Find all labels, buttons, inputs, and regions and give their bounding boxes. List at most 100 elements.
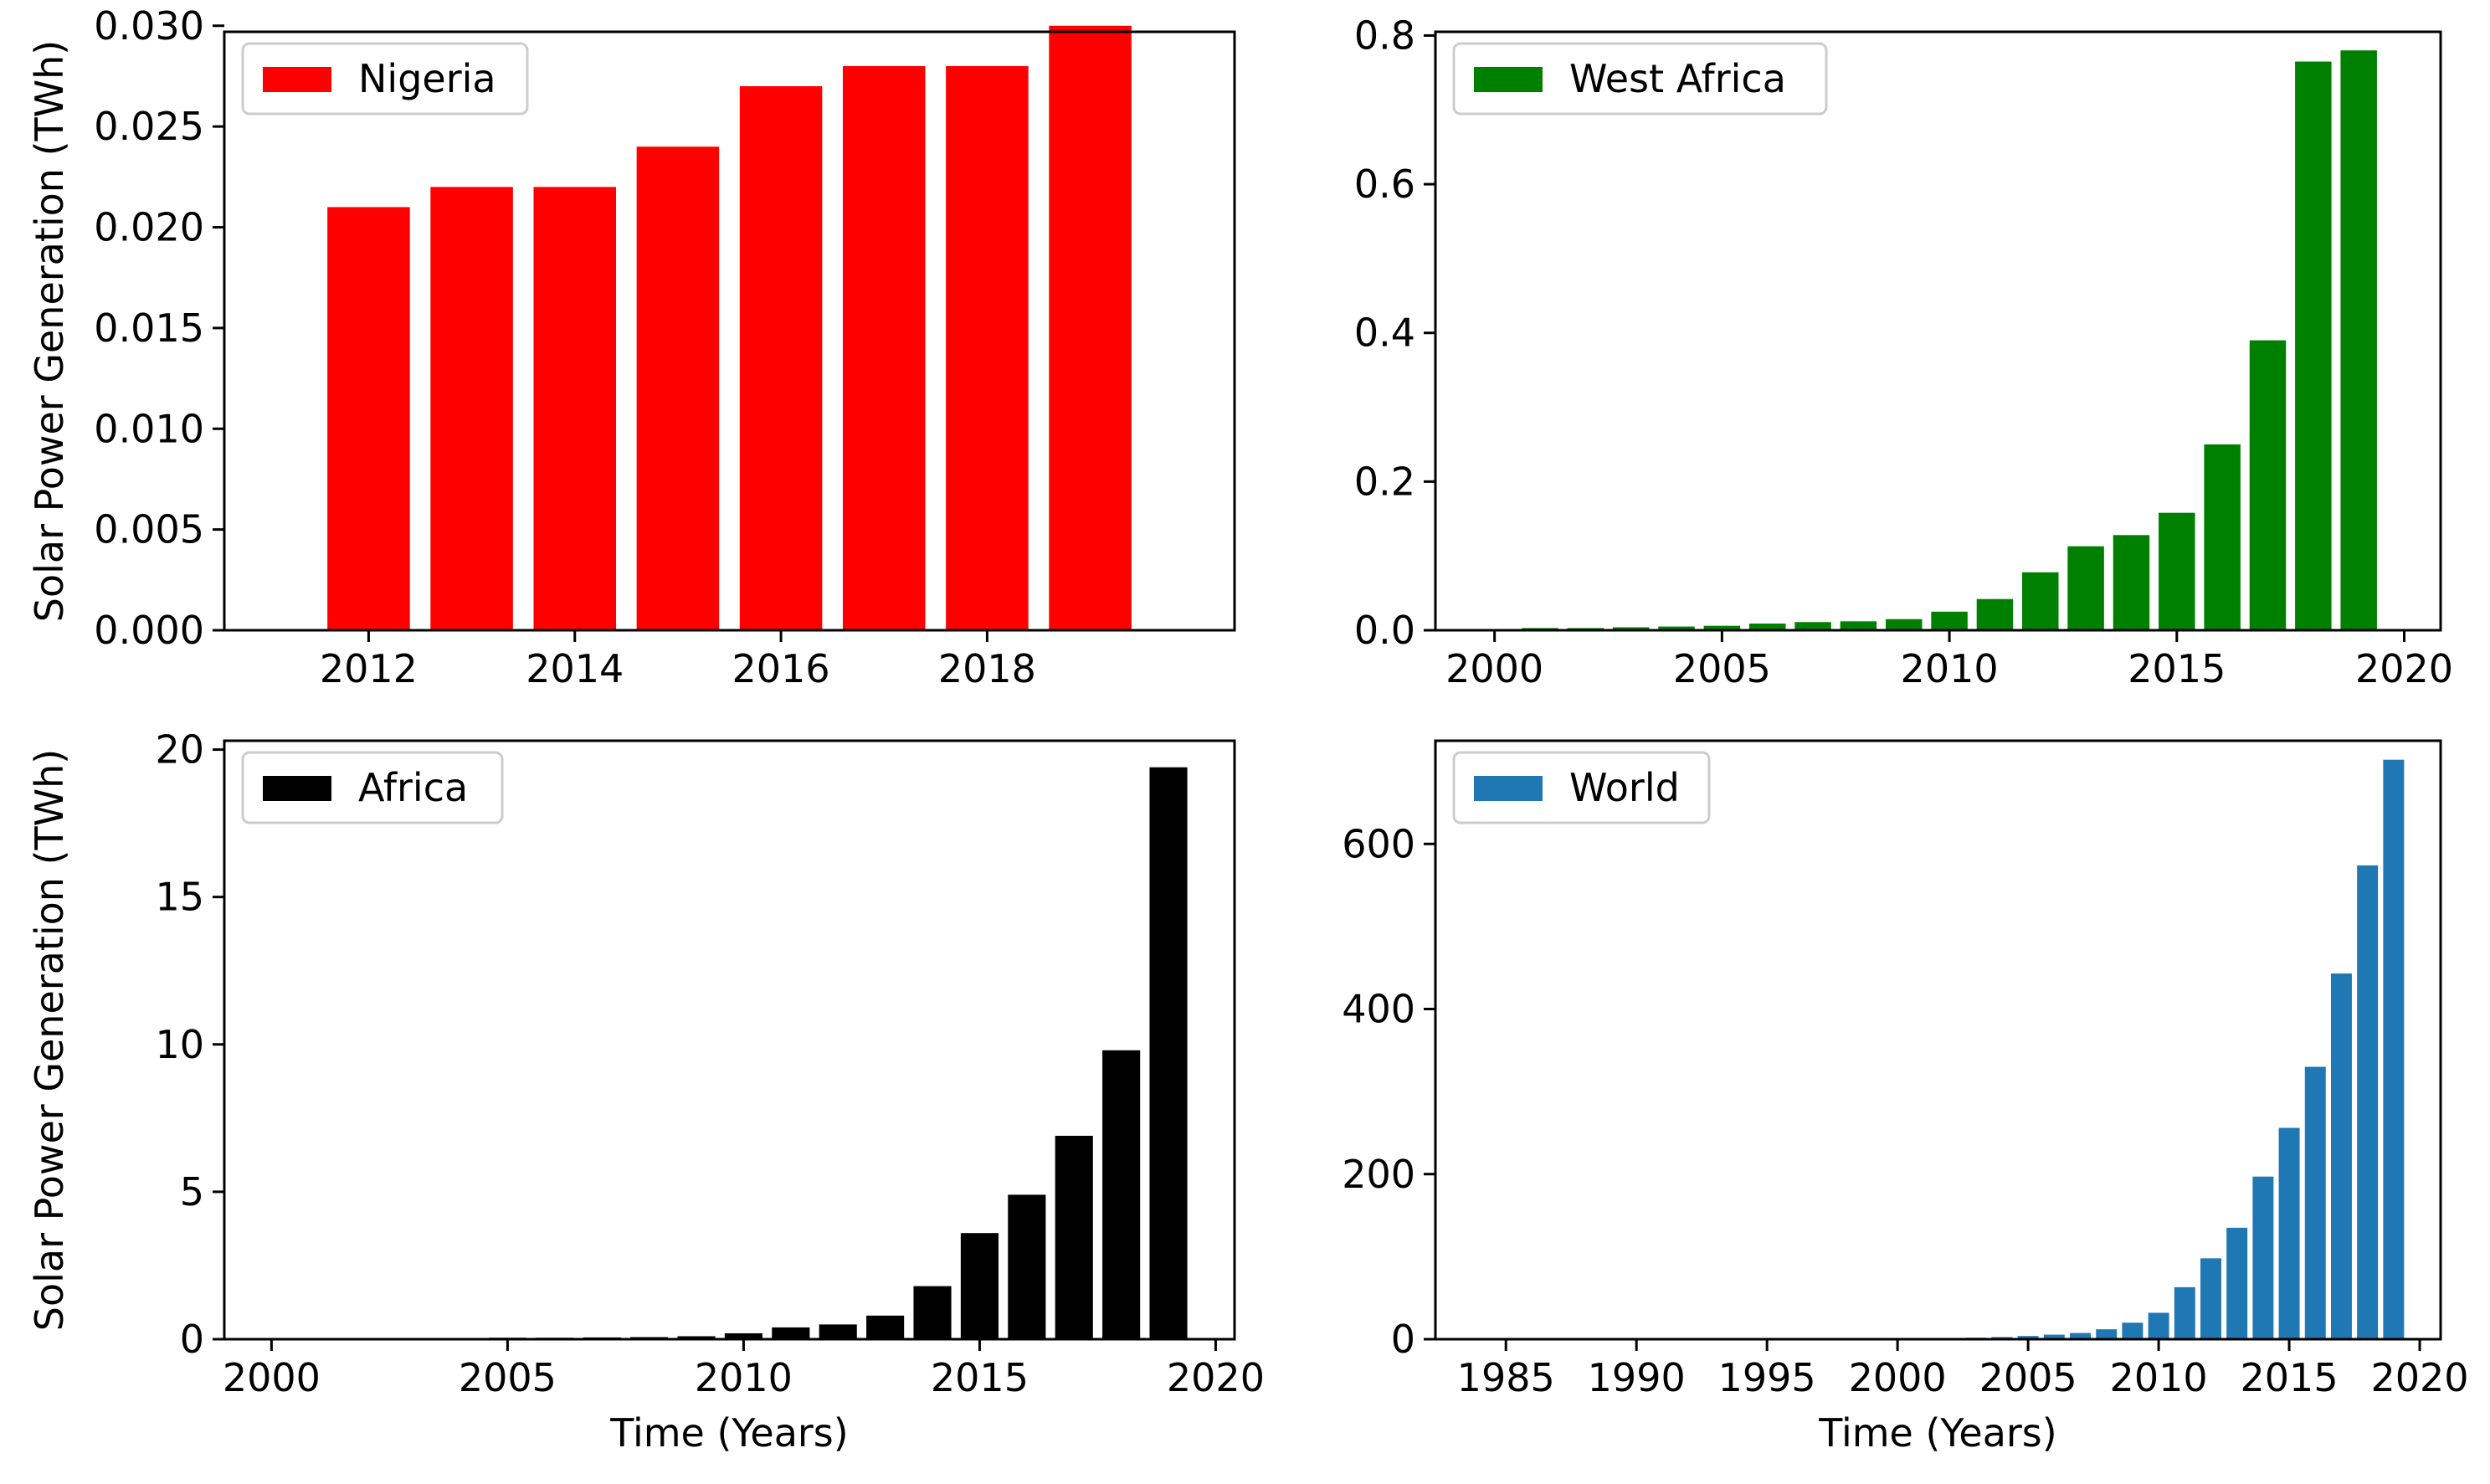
bar-world-2019	[2383, 759, 2405, 1339]
y-tick-label-nigeria-3: 0.015	[94, 306, 204, 351]
x-tick-label-world-2010: 2010	[2110, 1355, 2208, 1400]
bar-west-africa-2018	[2295, 61, 2332, 630]
bar-africa-2018	[1102, 1050, 1141, 1339]
bar-world-2009	[2122, 1322, 2143, 1339]
bar-west-africa-2012	[2022, 572, 2059, 630]
x-tick-label-west-africa-2000: 2000	[1445, 646, 1543, 691]
x-tick-label-africa-2000: 2000	[223, 1355, 321, 1400]
x-axis-label-world: Time (Years)	[1818, 1410, 2056, 1456]
bar-world-2010	[2148, 1312, 2169, 1339]
bar-west-africa-2004	[1658, 626, 1695, 630]
x-tick-label-africa-2015: 2015	[931, 1355, 1029, 1400]
bar-west-africa-2016	[2204, 444, 2241, 630]
y-axis-label-nigeria: Solar Power Generation (TWh)	[27, 40, 72, 622]
x-tick-label-world-1985: 1985	[1457, 1355, 1555, 1400]
x-tick-label-africa-2010: 2010	[695, 1355, 793, 1400]
axes-frame-west-africa	[1434, 30, 2442, 632]
legend-swatch-africa	[263, 776, 331, 801]
x-tick-label-nigeria-2012: 2012	[320, 646, 418, 691]
legend-swatch-world	[1474, 776, 1543, 801]
x-tick-label-world-1990: 1990	[1588, 1355, 1686, 1400]
y-tick-label-world-0: 0	[1391, 1317, 1415, 1362]
x-tick-label-nigeria-2016: 2016	[732, 646, 830, 691]
y-tick-label-africa-0: 0	[180, 1317, 204, 1362]
bar-nigeria-2015	[636, 146, 720, 630]
bar-africa-2014	[913, 1286, 952, 1339]
bar-nigeria-2017	[842, 65, 926, 631]
bar-africa-2016	[1008, 1194, 1046, 1339]
x-tick-label-world-1995: 1995	[1718, 1355, 1816, 1400]
bar-nigeria-2019	[1049, 25, 1132, 631]
bar-world-2006	[2043, 1334, 2065, 1339]
y-tick-label-nigeria-6: 0.030	[94, 3, 204, 49]
bar-west-africa-2013	[2067, 546, 2104, 630]
legend-box-nigeria	[241, 42, 529, 116]
y-tick-label-nigeria-5: 0.025	[94, 104, 204, 149]
bar-nigeria-2013	[430, 187, 513, 631]
x-tick-label-world-2000: 2000	[1849, 1355, 1947, 1400]
bar-west-africa-2014	[2113, 535, 2150, 630]
bar-africa-2010	[724, 1333, 762, 1339]
x-tick-label-nigeria-2014: 2014	[526, 646, 624, 691]
bar-world-2018	[2357, 865, 2379, 1339]
bar-world-2016	[2304, 1066, 2326, 1339]
y-tick-label-west-africa-4: 0.8	[1354, 13, 1415, 58]
legend-box-africa	[241, 751, 504, 824]
bar-africa-2009	[677, 1336, 716, 1339]
bar-nigeria-2018	[946, 65, 1029, 631]
y-tick-label-world-1: 200	[1342, 1152, 1415, 1197]
bar-africa-2015	[960, 1233, 999, 1339]
x-tick-label-west-africa-2015: 2015	[2128, 646, 2226, 691]
bar-west-africa-2015	[2159, 512, 2195, 630]
bar-world-2005	[2017, 1336, 2039, 1339]
y-tick-label-africa-2: 10	[155, 1022, 204, 1067]
bar-world-2017	[2330, 973, 2352, 1339]
bar-world-2007	[2070, 1333, 2091, 1339]
bar-west-africa-2003	[1612, 627, 1650, 630]
bar-west-africa-2007	[1794, 622, 1831, 630]
y-tick-label-west-africa-3: 0.6	[1354, 162, 1415, 207]
bar-west-africa-2017	[2249, 340, 2287, 630]
x-axis-label-africa: Time (Years)	[609, 1410, 848, 1456]
x-tick-label-nigeria-2018: 2018	[938, 646, 1036, 691]
y-tick-label-nigeria-1: 0.005	[94, 507, 204, 552]
bar-world-2008	[2096, 1329, 2118, 1339]
legend-swatch-nigeria	[263, 67, 331, 92]
y-tick-label-west-africa-0: 0.0	[1354, 608, 1415, 653]
panel-nigeria: 2012 2014 2016 2018 0.000 0.005 0.010 0.015 0.02…	[27, 3, 1236, 691]
bar-west-africa-2008	[1840, 621, 1877, 630]
bar-nigeria-2014	[533, 187, 617, 631]
y-tick-label-africa-1: 5	[180, 1169, 204, 1214]
bar-world-2011	[2174, 1286, 2195, 1339]
bar-west-africa-2009	[1886, 619, 1923, 630]
bar-nigeria-2016	[739, 86, 823, 630]
bar-west-africa-2006	[1748, 624, 1786, 630]
y-tick-label-africa-4: 20	[155, 727, 204, 773]
axes-frame-nigeria	[223, 30, 1236, 632]
axes-frame-world	[1434, 739, 2442, 1341]
bar-africa-2019	[1149, 767, 1188, 1339]
bar-nigeria-2012	[327, 207, 410, 630]
y-tick-label-nigeria-2: 0.010	[94, 406, 204, 451]
panel-west-africa: 2000 2005 2010 2015 2020 0.0 0.2 0.4 0.6 0.8 West …	[1354, 13, 2453, 691]
bar-west-africa-2019	[2340, 50, 2377, 631]
bar-west-africa-2005	[1703, 625, 1741, 630]
bar-world-2012	[2200, 1258, 2221, 1339]
legend-label-world: World	[1569, 765, 1680, 810]
y-tick-label-world-2: 400	[1342, 987, 1415, 1032]
legend-label-west-africa: West Africa	[1569, 56, 1786, 101]
axes-frame-africa	[223, 739, 1236, 1341]
y-tick-label-africa-3: 15	[155, 875, 204, 920]
x-tick-label-world-2020: 2020	[2371, 1355, 2469, 1400]
x-tick-label-west-africa-2010: 2010	[1901, 646, 1999, 691]
x-tick-label-world-2005: 2005	[1979, 1355, 2077, 1400]
bar-africa-2012	[819, 1324, 857, 1339]
bar-west-africa-2010	[1931, 611, 1968, 630]
panel-world: 1985 1990 1995 2000 2005 2010 2015 2020 0 200 400 6…	[1342, 739, 2469, 1456]
bar-africa-2017	[1055, 1135, 1093, 1339]
bar-africa-2013	[866, 1315, 905, 1339]
x-tick-label-africa-2020: 2020	[1167, 1355, 1265, 1400]
legend-swatch-west-africa	[1474, 67, 1543, 92]
x-tick-label-west-africa-2020: 2020	[2355, 646, 2453, 691]
